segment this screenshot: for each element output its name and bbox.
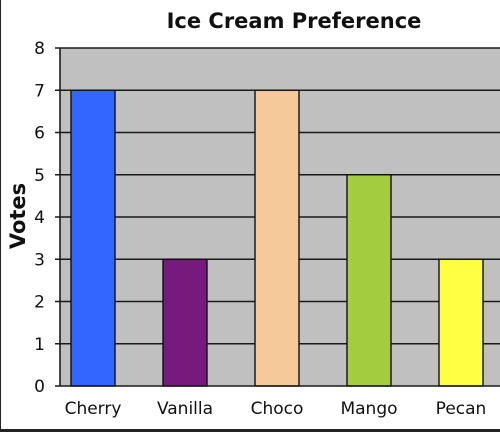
bar-cherry bbox=[70, 89, 116, 387]
y-axis-label: Votes bbox=[6, 183, 30, 249]
x-tick-labels: Cherry Vanilla Choco Mango Pecan bbox=[65, 399, 487, 419]
y-tick-label: 5 bbox=[34, 166, 45, 186]
y-tick-label: 3 bbox=[34, 250, 45, 270]
bar-pecan bbox=[438, 258, 484, 387]
y-tick-label: 8 bbox=[34, 39, 45, 59]
bars-layer bbox=[70, 89, 484, 387]
y-tick-label: 7 bbox=[34, 81, 45, 101]
bar-choco bbox=[254, 89, 300, 387]
y-tick-label: 6 bbox=[34, 124, 45, 144]
bar-vanilla bbox=[162, 258, 208, 387]
x-tick-label: Mango bbox=[340, 399, 397, 419]
x-tick-label: Choco bbox=[251, 399, 304, 419]
y-tick-labels: 0 1 2 3 4 5 6 7 8 bbox=[34, 39, 45, 397]
x-tick-label: Vanilla bbox=[157, 399, 213, 419]
axis-layer bbox=[55, 47, 500, 387]
y-tick-label: 4 bbox=[34, 208, 45, 228]
bar-mango bbox=[346, 174, 392, 387]
x-tick-label: Pecan bbox=[436, 399, 487, 419]
x-tick-label: Cherry bbox=[65, 399, 122, 419]
y-tick-label: 0 bbox=[34, 377, 45, 397]
y-tick-label: 2 bbox=[34, 293, 45, 313]
chart-title: Ice Cream Preference bbox=[167, 9, 422, 33]
y-tick-label: 1 bbox=[34, 335, 45, 355]
